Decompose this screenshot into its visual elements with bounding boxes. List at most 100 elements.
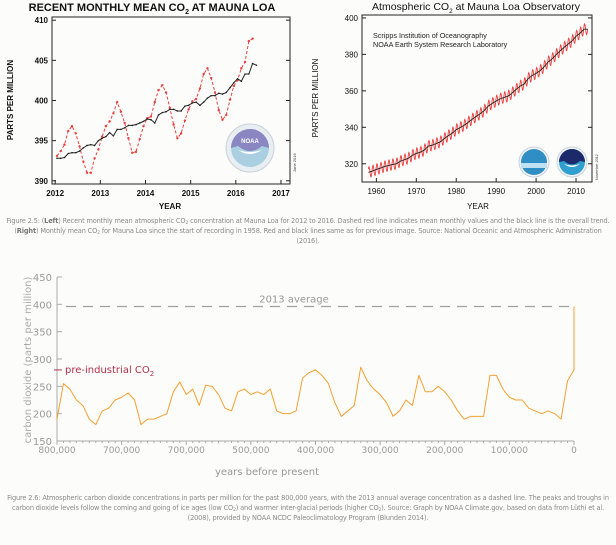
- y-tick-label: 400: [345, 14, 359, 23]
- y-tick-label: 200: [33, 410, 52, 421]
- trend-point: [251, 62, 254, 65]
- trend-point: [146, 118, 149, 120]
- monthly-point: [210, 76, 213, 80]
- 2013-average-label: 2013 average: [259, 295, 329, 306]
- figure-2-5-caption: Figure 2.5: (Left) Recent monthly mean a…: [6, 216, 610, 246]
- caption-text: ). Source: Graph by NOAA Climate.gov, ba…: [187, 504, 605, 522]
- x-tick-label: 700,000: [103, 446, 140, 456]
- caption-text: concentration at Mauna Loa for 2012 to 2…: [14, 217, 610, 235]
- trend-point: [180, 110, 182, 112]
- monthly-point: [142, 124, 145, 128]
- title-text-end: at Mauna Loa Observatory: [453, 1, 581, 13]
- monthly-point: [85, 171, 89, 174]
- caption-text: ) Monthly mean CO: [35, 227, 98, 235]
- trend-point: [165, 110, 167, 113]
- plot-frame: [361, 14, 593, 183]
- monthly-point: [115, 100, 119, 104]
- trend-point: [229, 86, 231, 89]
- x-axis-label: YEAR: [467, 202, 489, 211]
- monthly-point: [179, 132, 183, 135]
- x-tick-label: 200,000: [426, 446, 463, 456]
- x-tick-label: 2012: [46, 189, 64, 198]
- monthly-point: [161, 84, 164, 87]
- monthly-point: [123, 121, 126, 125]
- y-axis-label: PARTS PER MILLION: [6, 60, 15, 141]
- trend-point: [199, 104, 201, 107]
- caption-bold-right: Right: [16, 227, 36, 235]
- monthly-point: [221, 118, 224, 121]
- monthly-point: [138, 137, 141, 141]
- monthly-point: [183, 119, 187, 122]
- monthly-point: [172, 123, 175, 126]
- caption-text: ) Recent monthly mean atmospheric CO: [58, 217, 186, 225]
- x-tick-label: 0: [571, 446, 577, 456]
- monthly-point: [232, 84, 235, 88]
- caption-subscript: 2: [185, 221, 189, 226]
- trend-point: [244, 73, 246, 75]
- x-tick-label: 2015: [182, 189, 200, 198]
- x-tick-label: 2000: [527, 187, 545, 196]
- x-axis-label: YEAR: [159, 202, 181, 211]
- monthly-point: [240, 67, 243, 70]
- trend-point: [116, 128, 118, 131]
- monthly-point: [82, 160, 85, 163]
- trend-point: [232, 82, 235, 84]
- x-tick-label: 800,000: [38, 446, 75, 456]
- monthly-point: [134, 150, 138, 154]
- monthly-point: [225, 113, 228, 117]
- y-tick-label: 380: [345, 50, 359, 59]
- monthly-point: [217, 108, 220, 112]
- trend-point: [82, 147, 85, 149]
- monthly-mean-line: [56, 38, 253, 174]
- trend-point: [184, 105, 186, 107]
- noaa-logo: NOAA: [225, 123, 275, 173]
- trend-point: [74, 151, 77, 154]
- y-tick-label: 360: [345, 87, 359, 96]
- trend-point: [195, 101, 197, 103]
- x-tick-label: 2014: [137, 189, 155, 198]
- trend-point: [236, 78, 239, 80]
- trend-point: [169, 108, 171, 111]
- monthly-point: [93, 157, 96, 160]
- monthly-point: [176, 137, 179, 140]
- trend-point: [71, 151, 73, 154]
- y-tick-label: 410: [35, 16, 49, 25]
- monthly-point: [164, 91, 168, 94]
- caption-bold-left: Left: [44, 217, 59, 225]
- trend-point: [142, 120, 145, 123]
- trend-point: [176, 110, 179, 112]
- trend-point: [67, 152, 70, 155]
- trend-point: [56, 157, 58, 160]
- caption-text: ) and warmer inter-glacial periods (high…: [235, 504, 379, 512]
- monthly-mean-line: [367, 22, 589, 178]
- logo-text: NOAA: [241, 139, 259, 145]
- chart-title: RECENT MONTHLY MEAN CO2 AT MAUNA LOA: [29, 2, 276, 16]
- x-tick-label: 1980: [447, 187, 465, 196]
- trend-point: [206, 97, 209, 99]
- x-tick-label: 300,000: [362, 446, 399, 456]
- monthly-point: [89, 171, 93, 174]
- caption-text: Figure 2.6: Atmospheric carbon dioxide c…: [7, 494, 609, 512]
- y-axis-label: carbon dioxide (parts per million): [23, 276, 34, 443]
- caption-subscript: 2: [97, 231, 100, 236]
- y-tick-label: 250: [33, 382, 52, 393]
- x-tick-label: 400,000: [297, 446, 334, 456]
- monthly-point: [243, 60, 247, 64]
- trend-point: [108, 131, 111, 134]
- monthly-point: [55, 154, 59, 158]
- monthly-point: [127, 137, 130, 140]
- monthly-point: [149, 115, 153, 118]
- noaa-logo: [556, 146, 588, 178]
- y-tick-label: 150: [33, 437, 52, 448]
- monthly-point: [63, 143, 66, 146]
- monthly-point: [97, 148, 100, 151]
- trend-point: [138, 122, 141, 124]
- y-tick-label: 395: [35, 137, 49, 146]
- y-tick-label: 405: [35, 56, 49, 65]
- trend-point: [240, 80, 243, 83]
- trend-point: [187, 104, 190, 107]
- trend-point: [157, 114, 160, 116]
- x-tick-label: 2017: [272, 189, 290, 198]
- x-tick-label: 1960: [367, 187, 385, 196]
- trend-point: [127, 124, 130, 127]
